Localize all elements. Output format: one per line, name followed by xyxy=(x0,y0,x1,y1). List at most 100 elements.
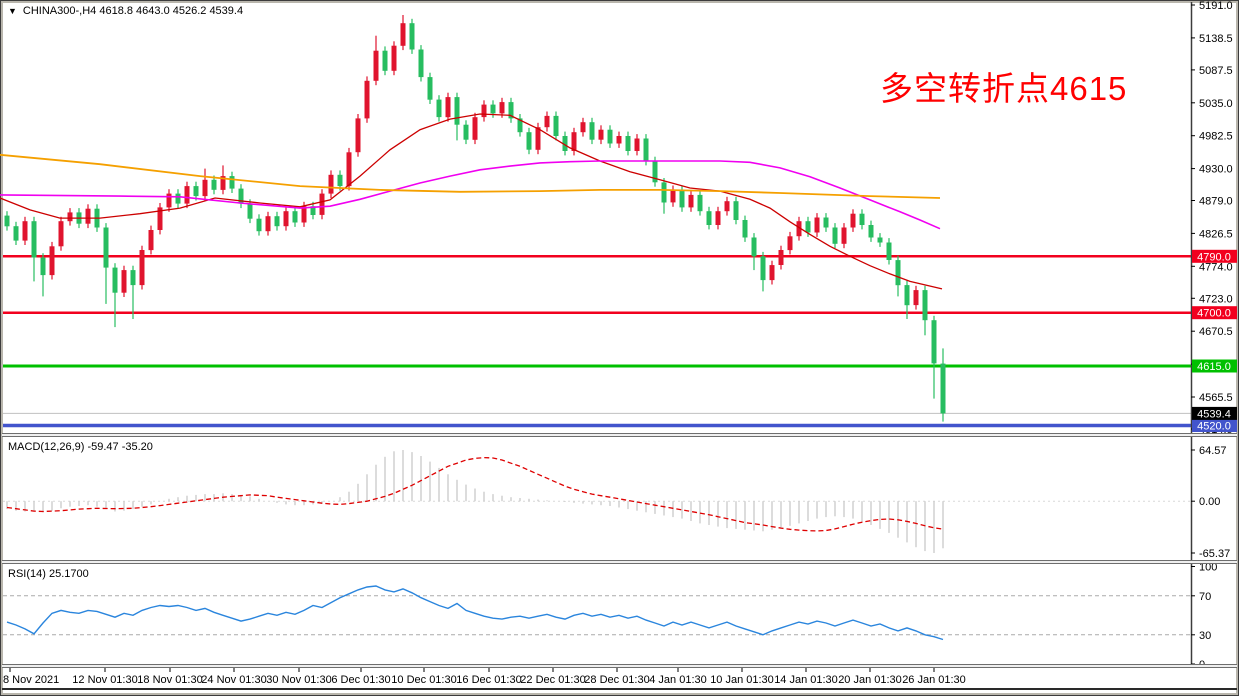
candle xyxy=(328,174,334,194)
pivot-annotation: 多空转折点4615 xyxy=(880,70,1128,107)
candle xyxy=(391,45,397,71)
candle xyxy=(733,201,739,220)
candle xyxy=(850,213,856,228)
svg-text:4930.0: 4930.0 xyxy=(1199,164,1233,176)
candle xyxy=(832,227,838,244)
candle xyxy=(184,186,190,204)
candle xyxy=(652,161,658,183)
price-badge-4520.0: 4520.0 xyxy=(1192,419,1237,433)
candle xyxy=(751,237,757,257)
candle xyxy=(148,230,154,251)
svg-text:14 Jan 01:30: 14 Jan 01:30 xyxy=(774,674,838,686)
candle xyxy=(535,127,541,150)
rsi-line xyxy=(6,585,944,641)
candle xyxy=(724,201,730,212)
candle xyxy=(220,176,226,190)
svg-text:5191.0: 5191.0 xyxy=(1199,0,1233,12)
candle xyxy=(418,49,424,78)
svg-text:24 Nov 01:30: 24 Nov 01:30 xyxy=(201,674,266,686)
candle xyxy=(454,97,460,125)
candle xyxy=(427,77,433,100)
candle xyxy=(679,189,685,208)
symbol-dropdown-icon[interactable]: ▼ xyxy=(8,5,17,16)
candle xyxy=(139,250,145,286)
candle xyxy=(4,215,10,227)
candle xyxy=(634,138,640,151)
price-axis[interactable] xyxy=(1191,2,1237,668)
svg-text:4700.0: 4700.0 xyxy=(1197,308,1231,320)
candle xyxy=(310,206,316,215)
svg-text:5035.0: 5035.0 xyxy=(1199,98,1233,110)
candle xyxy=(211,179,217,190)
svg-text:18 Nov 01:30: 18 Nov 01:30 xyxy=(137,674,202,686)
svg-text:4774.0: 4774.0 xyxy=(1199,261,1233,273)
candle xyxy=(175,193,181,204)
candle xyxy=(481,104,487,118)
svg-text:30: 30 xyxy=(1199,630,1211,642)
svg-text:64.57: 64.57 xyxy=(1199,445,1227,457)
svg-text:30 Nov 01:30: 30 Nov 01:30 xyxy=(266,674,331,686)
svg-text:6 Dec 01:30: 6 Dec 01:30 xyxy=(331,674,390,686)
svg-text:10 Jan 01:30: 10 Jan 01:30 xyxy=(710,674,774,686)
candle xyxy=(526,132,532,150)
candle xyxy=(319,193,325,215)
candle xyxy=(490,104,496,114)
candle xyxy=(616,136,622,144)
candle xyxy=(760,256,766,281)
candle xyxy=(868,225,874,238)
pane-splitter-rsi[interactable] xyxy=(2,560,1237,564)
svg-text:20 Jan 01:30: 20 Jan 01:30 xyxy=(838,674,902,686)
svg-text:22 Dec 01:30: 22 Dec 01:30 xyxy=(520,674,585,686)
candlesticks xyxy=(4,15,946,422)
candle xyxy=(796,221,802,237)
candle xyxy=(112,267,118,293)
candle xyxy=(247,203,253,219)
svg-text:70: 70 xyxy=(1199,591,1211,603)
candle xyxy=(571,132,577,151)
svg-text:-65.37: -65.37 xyxy=(1199,548,1230,560)
candle xyxy=(121,270,127,293)
candle xyxy=(202,179,208,197)
candle xyxy=(265,216,271,232)
svg-text:4539.4: 4539.4 xyxy=(1197,408,1231,420)
candle xyxy=(445,97,451,118)
candle xyxy=(463,124,469,140)
candle xyxy=(193,186,199,197)
candle xyxy=(400,23,406,46)
pane-splitter-macd[interactable] xyxy=(2,433,1237,437)
candle xyxy=(85,208,91,224)
candle xyxy=(886,242,892,260)
candle xyxy=(553,115,559,136)
candle xyxy=(562,136,568,151)
candle xyxy=(436,99,442,118)
candle xyxy=(337,174,343,187)
candle xyxy=(166,193,172,208)
candle xyxy=(688,194,694,208)
macd-signal-line xyxy=(6,456,944,532)
candle xyxy=(13,226,19,241)
candle xyxy=(661,182,667,203)
svg-text:4 Jan 01:30: 4 Jan 01:30 xyxy=(649,674,707,686)
candle xyxy=(598,129,604,140)
candle xyxy=(877,237,883,243)
svg-text:4790.0: 4790.0 xyxy=(1197,251,1231,263)
candle xyxy=(130,270,136,286)
candle xyxy=(517,118,523,133)
candle xyxy=(787,236,793,251)
rsi-indicator-label: RSI(14) 25.1700 xyxy=(8,568,89,580)
svg-text:4520.0: 4520.0 xyxy=(1197,421,1231,433)
candle xyxy=(364,80,370,119)
svg-text:28 Dec 01:30: 28 Dec 01:30 xyxy=(584,674,649,686)
candle xyxy=(292,211,298,223)
candle xyxy=(472,117,478,140)
candle xyxy=(301,206,307,223)
pane-splitter-bottom[interactable] xyxy=(2,664,1237,668)
svg-text:12 Nov 01:30: 12 Nov 01:30 xyxy=(72,674,137,686)
candle xyxy=(913,290,919,306)
time-axis[interactable] xyxy=(2,668,1191,688)
candle xyxy=(742,220,748,238)
price-badge-4700.0: 4700.0 xyxy=(1192,306,1237,320)
ma-mid-magenta xyxy=(0,160,941,230)
